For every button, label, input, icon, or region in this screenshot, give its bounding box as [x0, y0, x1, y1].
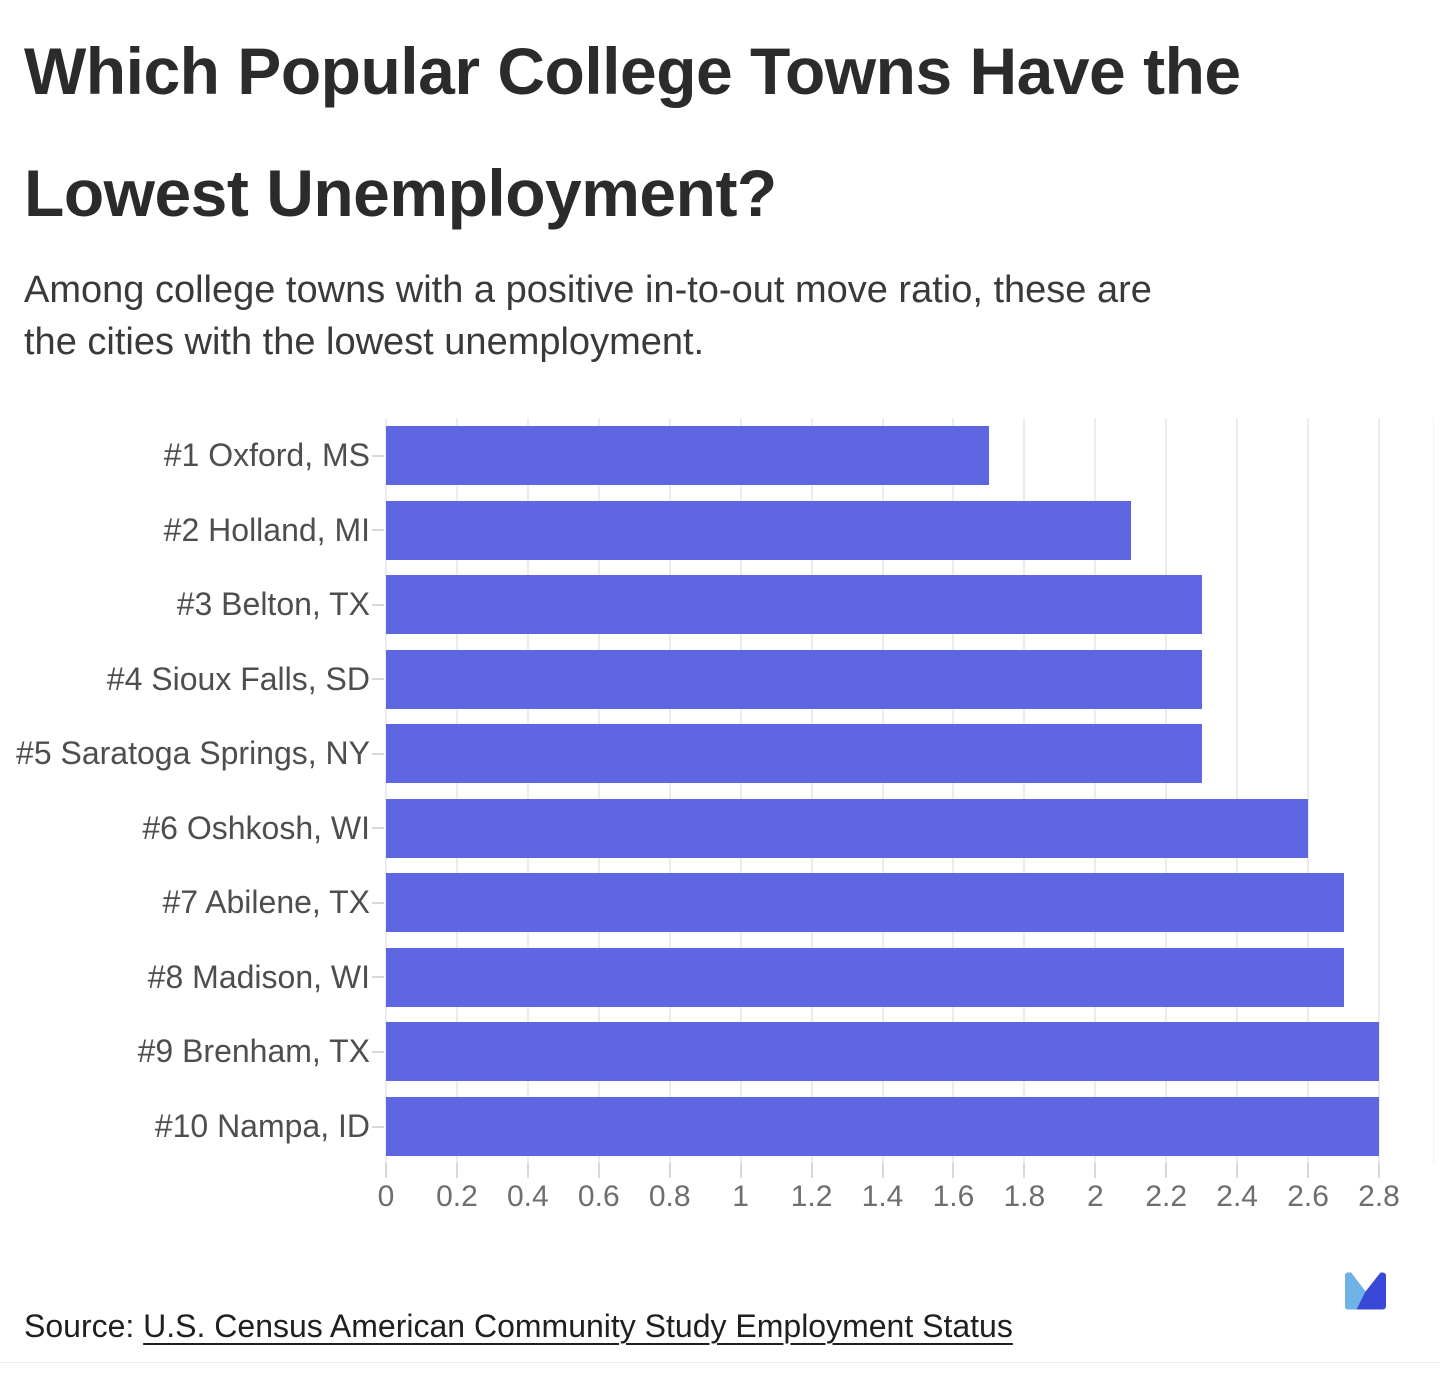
- x-axis-tick: [597, 1163, 600, 1178]
- bar: [386, 575, 1202, 635]
- x-axis-tick-label: 2.8: [1358, 1180, 1400, 1213]
- gridline: [1023, 418, 1026, 1163]
- y-axis-tick: [372, 976, 384, 979]
- gridline: [952, 418, 955, 1163]
- gridline: [1165, 418, 1168, 1163]
- subtitle-line-1: Among college towns with a positive in-t…: [24, 269, 1152, 311]
- x-axis-tick: [881, 1163, 884, 1178]
- x-axis-tick-label: 2.2: [1145, 1180, 1188, 1213]
- x-axis-tick: [1378, 1163, 1380, 1178]
- x-axis-tick: [455, 1163, 458, 1178]
- x-axis-tick-label: 1.4: [861, 1180, 904, 1213]
- x-axis-tick-label: 1.2: [790, 1180, 833, 1213]
- bar-chart: #1 Oxford, MS #2 Holland, MI #3 Belton, TX…: [0, 418, 1440, 1230]
- x-axis-tick-label: 0.4: [506, 1180, 549, 1213]
- x-axis-tick: [668, 1163, 671, 1178]
- bar: [386, 649, 1202, 709]
- x-axis-tick-label: 2.4: [1216, 1180, 1258, 1213]
- x-axis-tick-label: 0.8: [648, 1180, 691, 1213]
- page-title-line-2: Lowest Unemployment?: [24, 156, 777, 230]
- subtitle-line-2: the cities with the lowest unemployment.: [24, 321, 705, 363]
- y-axis-category-label: #3 Belton, TX: [176, 586, 370, 623]
- y-axis-category-label: #6 Oshkosh, WI: [142, 809, 370, 846]
- gridline: [385, 418, 387, 1163]
- bar: [386, 947, 1344, 1007]
- x-axis-tick-label: 1: [732, 1180, 749, 1213]
- bar: [386, 1022, 1379, 1082]
- x-axis-tick: [1023, 1163, 1026, 1178]
- x-axis-tick: [1165, 1163, 1168, 1178]
- x-axis-tick: [526, 1163, 529, 1178]
- page-title-line-1: Which Popular College Towns Have the: [24, 34, 1241, 108]
- brand-logo-light-shape: [1345, 1272, 1366, 1310]
- source-note: Source: U.S. Census American Community S…: [24, 1308, 1013, 1345]
- y-axis-tick: [372, 901, 384, 904]
- y-axis-category-label: #4 Sioux Falls, SD: [106, 660, 370, 697]
- page-subtitle: Among college towns with a positive in-t…: [24, 264, 1152, 368]
- bar: [386, 1097, 1379, 1157]
- x-axis-tick-label: 0: [377, 1180, 395, 1213]
- y-axis-tick: [372, 603, 384, 606]
- x-axis-tick-label: 1.6: [932, 1180, 975, 1213]
- gridline: [810, 418, 813, 1163]
- plot-area: [385, 418, 1434, 1178]
- x-axis-tick-label: 1.8: [1003, 1180, 1046, 1213]
- brand-logo: [1345, 1272, 1386, 1310]
- y-axis-category-label: #1 Oxford, MS: [163, 437, 370, 473]
- y-axis-category-label: #7 Abilene, TX: [162, 884, 370, 921]
- x-axis-tick-label: 2.6: [1287, 1180, 1329, 1213]
- x-axis-tick: [952, 1163, 955, 1178]
- bar: [386, 426, 989, 485]
- gridline: [739, 418, 742, 1163]
- bar: [386, 873, 1344, 933]
- y-axis-tick: [372, 1050, 384, 1053]
- gridline: [1236, 418, 1239, 1163]
- gridline: [455, 418, 458, 1163]
- y-axis-tick: [372, 454, 384, 457]
- y-axis-tick: [372, 529, 384, 532]
- source-prefix: Source:: [24, 1308, 144, 1344]
- x-axis-tick: [1307, 1163, 1310, 1178]
- y-axis-category-label: #9 Brenham, TX: [137, 1033, 370, 1070]
- gridline: [1378, 418, 1380, 1163]
- card-bottom-edge: [0, 1362, 1440, 1363]
- bar: [386, 724, 1202, 784]
- x-axis-tick: [739, 1163, 742, 1178]
- x-axis-tick-label: 2: [1086, 1180, 1104, 1213]
- y-axis-category-label: #8 Madison, WI: [147, 958, 370, 995]
- gridline: [1307, 418, 1310, 1163]
- gridline: [1094, 418, 1097, 1163]
- x-axis-tick-label: 0.2: [436, 1180, 478, 1213]
- y-axis-tick: [372, 678, 384, 681]
- x-axis-tick-label: 0.6: [577, 1180, 620, 1213]
- x-axis-tick: [1094, 1163, 1097, 1178]
- y-axis-category-label: #5 Saratoga Springs, NY: [16, 735, 370, 772]
- plot-right-edge: [1433, 418, 1434, 1163]
- y-axis-category-label: #2 Holland, MI: [163, 511, 370, 548]
- gridline: [526, 418, 529, 1163]
- y-axis-tick: [372, 1125, 384, 1128]
- bar: [386, 500, 1131, 560]
- source-link[interactable]: U.S. Census American Community Study Emp…: [143, 1308, 1013, 1344]
- gridline: [597, 418, 600, 1163]
- bar: [386, 798, 1309, 858]
- y-axis-tick: [372, 827, 384, 830]
- x-axis-tick: [810, 1163, 813, 1178]
- x-axis-tick: [385, 1163, 387, 1178]
- y-axis-tick: [372, 752, 384, 755]
- gridline: [881, 418, 884, 1163]
- y-axis-category-label: #10 Nampa, ID: [154, 1108, 370, 1145]
- gridline: [668, 418, 671, 1163]
- x-axis-tick: [1236, 1163, 1239, 1178]
